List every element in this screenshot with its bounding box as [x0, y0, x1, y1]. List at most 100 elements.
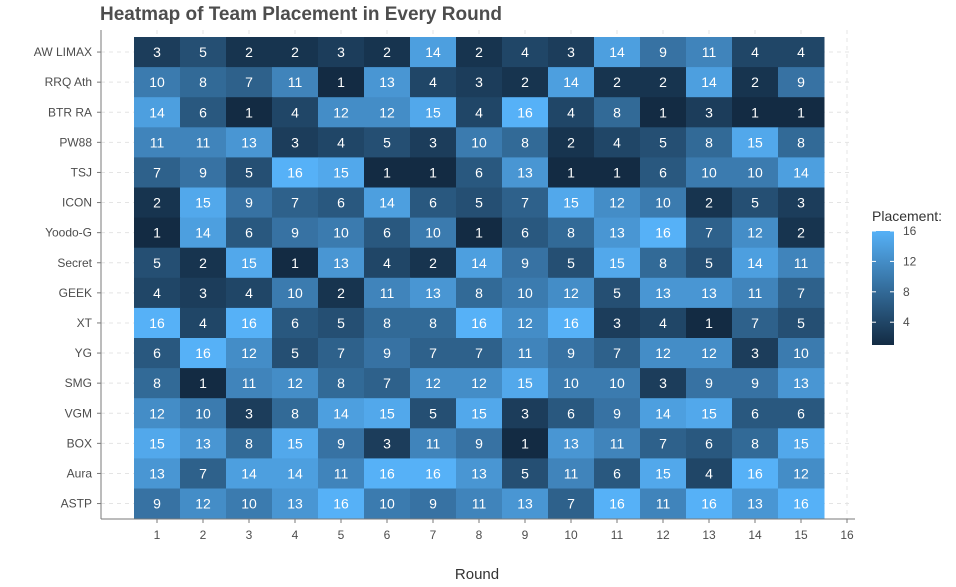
heatmap-cell: [686, 307, 733, 339]
heatmap-cell: [778, 67, 825, 98]
cell-value-label: 9: [567, 345, 575, 361]
x-axis-tick-label: 10: [564, 528, 578, 542]
heatmap-cell: [410, 488, 457, 520]
y-axis-tick-label: BOX: [67, 436, 92, 450]
heatmap-cell: [640, 247, 687, 279]
cell-value-label: 13: [747, 496, 763, 512]
heatmap-cell: [594, 157, 641, 188]
cell-value-label: 16: [747, 465, 763, 481]
cell-value-label: 8: [751, 435, 759, 451]
x-axis-tick-labels: 1 2 3 4 5 6 7 8 9 10 11 12 13 14 15 16: [154, 519, 854, 542]
heatmap-cell: [456, 277, 503, 309]
cell-value-label: 11: [610, 435, 625, 451]
cell-value-label: 3: [797, 195, 805, 211]
cell-value-label: 15: [379, 405, 395, 421]
x-axis-title: Round: [455, 566, 499, 583]
heatmap-cell: [134, 157, 181, 188]
cell-value-label: 14: [701, 74, 717, 90]
heatmap-cell: [226, 97, 273, 128]
legend-tick-label: 8: [903, 285, 910, 299]
heatmap-cell: [180, 458, 227, 489]
cell-value-label: 4: [475, 104, 483, 120]
cell-value-label: 1: [475, 225, 483, 241]
heatmap-cell: [410, 368, 457, 399]
heatmap-cell: [778, 428, 825, 459]
heatmap-cell: [272, 398, 319, 429]
x-axis-tick-label: 3: [246, 528, 253, 542]
heatmap-cell: [640, 398, 687, 429]
heatmap-cell: [548, 217, 595, 249]
heatmap-cell: [594, 488, 641, 520]
heatmap-cell: [180, 277, 227, 309]
heatmap-cell: [686, 398, 733, 429]
cell-value-label: 9: [337, 435, 345, 451]
cell-value-label: 12: [701, 345, 717, 361]
heatmap-cell: [272, 67, 319, 98]
cell-value-label: 8: [475, 285, 483, 301]
heatmap-cell: [180, 217, 227, 249]
heatmap-cell: [226, 368, 273, 399]
heatmap-cell: [272, 458, 319, 489]
heatmap-cell: [364, 97, 411, 128]
heatmap-cell: [318, 338, 365, 369]
heatmap-cell: [548, 338, 595, 369]
heatmap-cell: [318, 398, 365, 429]
cell-value-label: 6: [291, 315, 299, 331]
cell-value-label: 16: [195, 345, 211, 361]
y-axis-tick-label: ICON: [62, 196, 92, 210]
y-axis-tick-label: Secret: [57, 256, 92, 270]
cell-value-label: 16: [563, 315, 579, 331]
x-axis-tick-label: 6: [384, 528, 391, 542]
heatmap-cell: [594, 428, 641, 459]
heatmap-cell: [686, 368, 733, 399]
cell-value-label: 1: [383, 164, 391, 180]
heatmap-cell: [502, 157, 549, 188]
cell-value-label: 16: [609, 496, 625, 512]
x-axis-tick-label: 16: [840, 528, 854, 542]
heatmap-cell: [272, 277, 319, 309]
heatmap-cell: [732, 398, 779, 429]
cell-value-label: 5: [521, 465, 529, 481]
heatmap-cell: [732, 368, 779, 399]
cell-value-label: 2: [429, 255, 437, 271]
cell-value-label: 14: [425, 44, 441, 60]
heatmap-cell: [318, 217, 365, 249]
heatmap-cell: [548, 368, 595, 399]
cell-value-label: 10: [379, 496, 395, 512]
cell-value-label: 12: [379, 104, 395, 120]
cell-value-label: 11: [472, 496, 487, 512]
heatmap-cell: [594, 458, 641, 489]
heatmap-cell: [502, 127, 549, 158]
heatmap-cell: [778, 247, 825, 279]
cell-value-label: 16: [471, 315, 487, 331]
heatmap-cell: [686, 127, 733, 158]
heatmap-cell: [410, 67, 457, 98]
cell-value-label: 3: [245, 405, 253, 421]
cell-value-label: 8: [613, 104, 621, 120]
cell-value-label: 2: [567, 134, 575, 150]
cell-value-label: 15: [563, 195, 579, 211]
cell-value-label: 11: [748, 285, 763, 301]
heatmap-cell: [686, 488, 733, 520]
cell-value-label: 9: [613, 405, 621, 421]
y-axis-tick-label: XT: [77, 316, 93, 330]
heatmap-cell: [594, 368, 641, 399]
heatmap-cell: [318, 458, 365, 489]
heatmap-cell: [640, 488, 687, 520]
heatmap-cell: [134, 338, 181, 369]
cell-value-label: 6: [567, 405, 575, 421]
y-axis-tick-label: AW LIMAX: [34, 45, 92, 59]
cell-value-label: 4: [521, 44, 529, 60]
heatmap-cell: [410, 97, 457, 128]
heatmap-cell: [456, 368, 503, 399]
heatmap-cell: [548, 458, 595, 489]
cell-value-label: 3: [475, 74, 483, 90]
heatmap-cell: [410, 458, 457, 489]
heatmap-cell: [134, 127, 181, 158]
cell-value-label: 15: [471, 405, 487, 421]
cell-value-label: 10: [655, 195, 671, 211]
cell-value-label: 1: [521, 435, 529, 451]
cell-value-label: 5: [383, 134, 391, 150]
cell-value-label: 7: [153, 164, 161, 180]
